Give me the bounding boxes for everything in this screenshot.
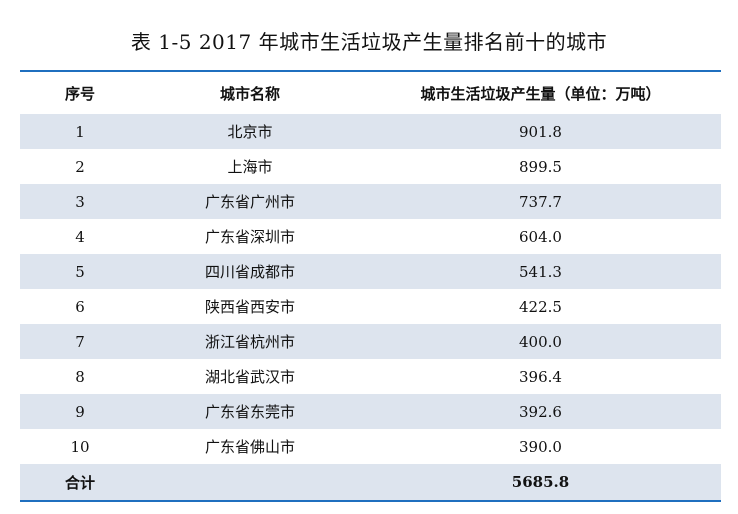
- rank-cell: 2: [20, 149, 140, 184]
- amount-cell: 541.3: [360, 254, 721, 289]
- city-cell: 湖北省武汉市: [140, 359, 360, 394]
- city-cell: 广东省佛山市: [140, 429, 360, 464]
- table-row: 10 广东省佛山市 390.0: [20, 429, 721, 464]
- header-waste-amount: 城市生活垃圾产生量（单位：万吨）: [360, 71, 721, 114]
- header-row: 序号 城市名称 城市生活垃圾产生量（单位：万吨）: [20, 71, 721, 114]
- city-cell: 四川省成都市: [140, 254, 360, 289]
- table-row: 6 陕西省西安市 422.5: [20, 289, 721, 324]
- amount-cell: 396.4: [360, 359, 721, 394]
- rank-cell: 5: [20, 254, 140, 289]
- table-row: 7 浙江省杭州市 400.0: [20, 324, 721, 359]
- amount-cell: 422.5: [360, 289, 721, 324]
- city-cell: 上海市: [140, 149, 360, 184]
- amount-cell: 390.0: [360, 429, 721, 464]
- table-row: 8 湖北省武汉市 396.4: [20, 359, 721, 394]
- rank-cell: 1: [20, 114, 140, 149]
- table-row: 3 广东省广州市 737.7: [20, 184, 721, 219]
- total-label: 合计: [20, 464, 140, 501]
- rank-cell: 4: [20, 219, 140, 254]
- rank-cell: 7: [20, 324, 140, 359]
- table-row: 2 上海市 899.5: [20, 149, 721, 184]
- amount-cell: 899.5: [360, 149, 721, 184]
- rank-cell: 9: [20, 394, 140, 429]
- rank-cell: 10: [20, 429, 140, 464]
- rank-cell: 6: [20, 289, 140, 324]
- table-row: 9 广东省东莞市 392.6: [20, 394, 721, 429]
- rank-cell: 3: [20, 184, 140, 219]
- header-rank: 序号: [20, 71, 140, 114]
- city-cell: 广东省深圳市: [140, 219, 360, 254]
- city-cell: 北京市: [140, 114, 360, 149]
- amount-cell: 400.0: [360, 324, 721, 359]
- rank-cell: 8: [20, 359, 140, 394]
- waste-ranking-table: 序号 城市名称 城市生活垃圾产生量（单位：万吨） 1 北京市 901.8 2 上…: [20, 70, 721, 502]
- table-row: 1 北京市 901.8: [20, 114, 721, 149]
- amount-cell: 737.7: [360, 184, 721, 219]
- header-city: 城市名称: [140, 71, 360, 114]
- total-row: 合计 5685.8: [20, 464, 721, 501]
- total-empty-cell: [140, 464, 360, 501]
- city-cell: 广东省东莞市: [140, 394, 360, 429]
- total-value: 5685.8: [360, 464, 721, 501]
- amount-cell: 901.8: [360, 114, 721, 149]
- city-cell: 陕西省西安市: [140, 289, 360, 324]
- table-caption: 表 1-5 2017 年城市生活垃圾产生量排名前十的城市: [130, 30, 608, 54]
- amount-cell: 604.0: [360, 219, 721, 254]
- table-row: 5 四川省成都市 541.3: [20, 254, 721, 289]
- amount-cell: 392.6: [360, 394, 721, 429]
- city-cell: 广东省广州市: [140, 184, 360, 219]
- city-cell: 浙江省杭州市: [140, 324, 360, 359]
- table-row: 4 广东省深圳市 604.0: [20, 219, 721, 254]
